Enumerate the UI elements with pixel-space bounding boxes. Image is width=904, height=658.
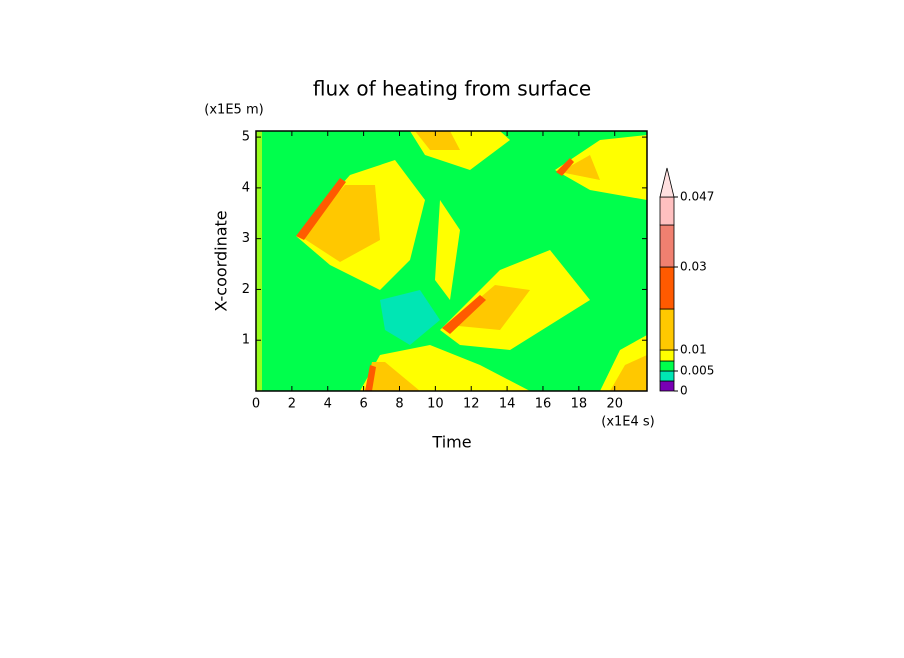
colorbar-extension [659,167,675,198]
colorbar-segment [659,349,675,362]
y-tick-label: 2 [242,282,250,297]
y-tick-label: 3 [242,231,250,246]
colorbar-segment [659,224,675,268]
x-axis-label: Time [431,433,471,452]
colorbar-segment [659,370,675,382]
x-tick-label: 2 [288,397,296,412]
x-tick-label: 14 [499,397,516,412]
colorbar-tick-label: 0.01 [680,343,707,357]
x-tick-label: 16 [535,397,552,412]
x-tick-label: 4 [324,397,332,412]
y-tick-label: 4 [242,180,250,195]
colorbar-segment [659,266,675,310]
colorbar-tick-label: 0.005 [680,364,714,378]
x-tick-label: 6 [359,397,367,412]
colorbar-tick-label: 0.047 [680,190,714,204]
y-tick-label: 5 [242,130,250,145]
colorbar-segment [659,360,675,372]
y-unit: (x1E5 m) [204,103,263,118]
x-tick-label: 8 [395,397,403,412]
colorbar-segment [659,196,675,226]
chart-title: flux of heating from surface [313,77,591,101]
x-tick-label: 18 [571,397,588,412]
x-tick-label: 20 [606,397,623,412]
y-axis-label: X-coordinate [212,210,231,311]
colorbar-segment [659,308,675,351]
x-tick-label: 0 [252,397,260,412]
x-unit: (x1E4 s) [601,415,655,430]
plot-frame [255,130,648,392]
x-tick-label: 10 [427,397,444,412]
colorbar-segment [659,380,675,392]
colorbar-tick-label: 0.03 [680,260,707,274]
contour-field [256,131,647,391]
colorbar-tick-label: 0 [680,384,688,398]
y-tick-label: 1 [242,333,250,348]
x-tick-label: 12 [463,397,480,412]
